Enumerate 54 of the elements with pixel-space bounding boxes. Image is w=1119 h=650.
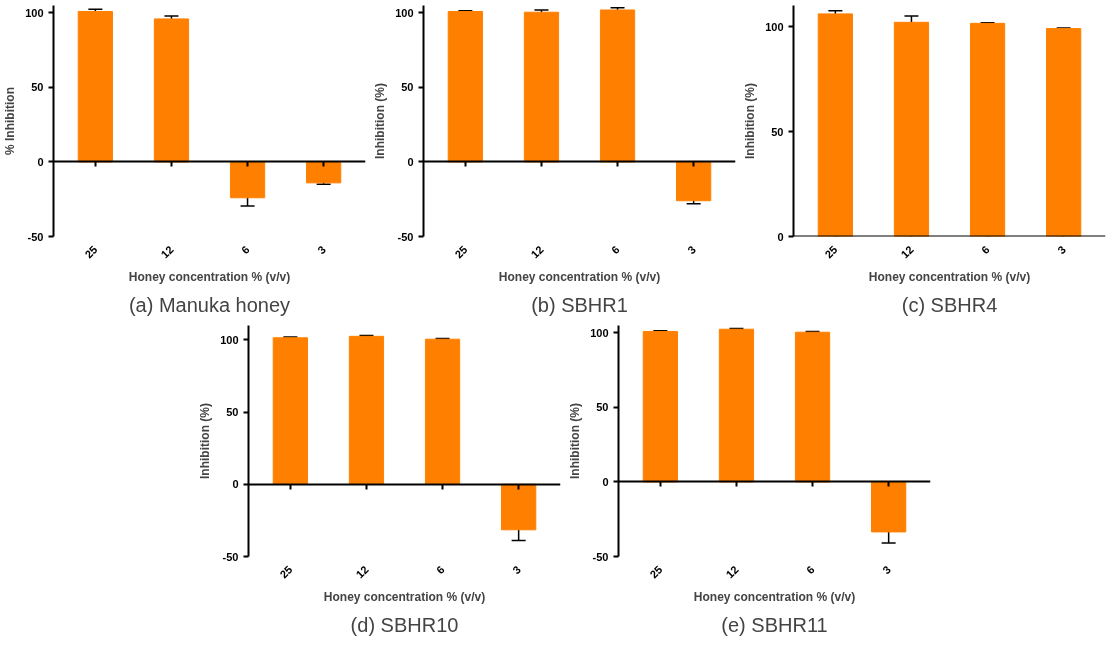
x-tick-label: 3 — [315, 243, 328, 257]
y-tick-label: 100 — [220, 333, 239, 346]
text: (d) SBHR10 — [350, 613, 459, 636]
y-tick-label: 0 — [777, 230, 784, 243]
x-tick-label: 6 — [433, 563, 447, 577]
y-axis-title: Inhibition (%) — [568, 403, 583, 479]
x-tick-label: 25 — [647, 563, 665, 581]
text: (c) SBHR4 — [901, 293, 998, 316]
y-tick-label: 50 — [771, 125, 784, 138]
y-axis-title: Inhibition (%) — [743, 83, 758, 159]
y-axis-title: % Inhibition — [3, 86, 18, 155]
x-tick-label: 12 — [353, 563, 371, 581]
y-tick-label: 100 — [590, 326, 609, 339]
text: (b) SBHR1 — [531, 293, 628, 316]
x-tick-label: 12 — [158, 243, 176, 261]
y-tick-label: 50 — [226, 406, 239, 419]
y-tick-label: -50 — [27, 230, 44, 243]
x-tick-label: 3 — [510, 563, 523, 577]
y-axis-title: Inhibition (%) — [373, 83, 388, 159]
y-tick-label: 0 — [407, 155, 414, 168]
x-axis-title: Honey concentration % (v/v) — [693, 589, 856, 604]
x-tick-label: 12 — [528, 243, 546, 261]
x-tick-label: 25 — [82, 243, 100, 261]
x-tick-label: 12 — [898, 243, 916, 261]
x-tick-label: 25 — [277, 563, 295, 581]
text: (e) SBHR11 — [721, 613, 828, 636]
y-tick-label: 50 — [401, 81, 414, 94]
x-tick-label: 3 — [1055, 243, 1068, 257]
x-tick-label: 12 — [723, 563, 741, 581]
text: (a) Manuka honey — [128, 293, 291, 316]
x-tick-label: 6 — [608, 243, 622, 257]
x-axis-title: Honey concentration % (v/v) — [128, 269, 291, 284]
x-tick-label: 6 — [238, 243, 252, 257]
x-axis-title: Honey concentration % (v/v) — [323, 589, 486, 604]
y-tick-label: 100 — [765, 20, 784, 33]
y-tick-label: 0 — [37, 155, 44, 168]
y-tick-label: -50 — [222, 550, 239, 563]
y-tick-label: 50 — [596, 401, 609, 414]
y-tick-label: 100 — [395, 6, 414, 19]
y-tick-label: 50 — [31, 81, 44, 94]
x-tick-label: 25 — [452, 243, 470, 261]
y-axis-title: Inhibition (%) — [198, 403, 213, 479]
x-tick-label: 25 — [822, 243, 840, 261]
y-tick-label: 0 — [232, 478, 239, 491]
y-tick-label: 0 — [602, 475, 609, 488]
x-tick-label: 3 — [685, 243, 698, 257]
y-tick-label: -50 — [397, 230, 414, 243]
x-tick-label: 6 — [978, 243, 992, 257]
y-tick-label: -50 — [592, 550, 609, 563]
x-axis-title: Honey concentration % (v/v) — [868, 269, 1031, 284]
x-tick-label: 3 — [880, 563, 893, 577]
x-tick-label: 6 — [803, 563, 817, 577]
y-tick-label: 100 — [25, 6, 44, 19]
x-axis-title: Honey concentration % (v/v) — [498, 269, 661, 284]
